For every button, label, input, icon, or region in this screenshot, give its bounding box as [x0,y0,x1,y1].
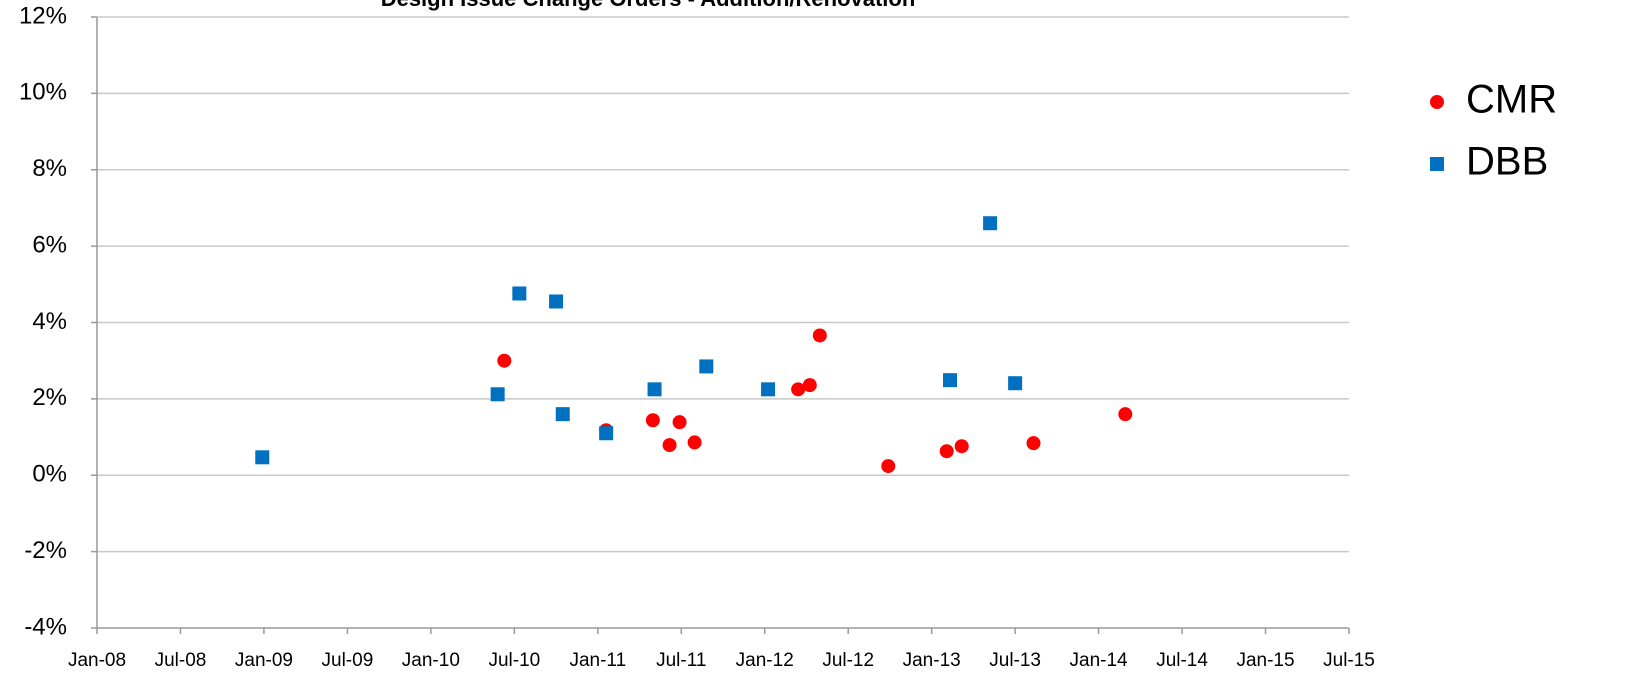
point [497,353,512,368]
point [647,382,662,397]
point [549,294,564,309]
point [802,378,817,393]
x-tick-label: Jan-08 [68,650,126,671]
point [761,382,776,397]
point [699,359,714,374]
x-tick-label: Jul-10 [488,650,540,671]
point [939,444,954,459]
point [512,286,527,301]
y-tick-label: 6% [32,231,67,258]
x-tick-label: Jul-09 [322,650,374,671]
legend-label: CMR [1466,78,1557,122]
point [662,438,677,453]
y-tick-label: -4% [24,613,67,640]
x-tick-label: Jan-09 [235,650,293,671]
x-tick-label: Jul-15 [1323,650,1375,671]
x-tick-label: Jul-11 [656,650,706,671]
point [672,415,687,430]
point [954,439,969,454]
x-tick-label: Jul-12 [822,650,874,671]
point [812,328,827,343]
x-tick-label: Jan-13 [903,650,961,671]
legend-marker [1430,157,1444,171]
y-tick-label: 4% [32,308,67,335]
y-tick-label: 2% [32,384,67,411]
y-tick-label: 8% [32,155,67,182]
point [490,387,505,402]
x-tick-label: Jul-14 [1156,650,1208,671]
point [881,459,896,474]
point [983,216,998,231]
x-tick-label: Jan-10 [402,650,460,671]
point [791,382,806,397]
x-tick-label: Jan-11 [569,650,626,671]
point [1008,376,1023,391]
x-tick-label: Jan-14 [1070,650,1129,671]
x-tick-label: Jul-13 [989,650,1041,671]
x-tick-label: Jan-15 [1236,650,1294,671]
point [687,435,702,450]
chart-title: Design Issue Change Orders - Addition/Re… [381,0,916,11]
y-tick-label: 10% [19,79,67,106]
point [943,373,958,388]
point [1026,436,1041,451]
y-tick-label: 12% [19,2,67,29]
point [255,450,270,465]
y-tick-label: -2% [24,537,67,564]
legend-marker [1430,95,1444,109]
x-tick-label: Jan-12 [736,650,794,671]
point [645,413,660,428]
point [555,407,570,422]
point [599,426,614,441]
y-tick-label: 0% [32,461,67,488]
x-tick-label: Jul-08 [155,650,207,671]
point [1118,407,1133,422]
legend-label: DBB [1466,140,1548,184]
